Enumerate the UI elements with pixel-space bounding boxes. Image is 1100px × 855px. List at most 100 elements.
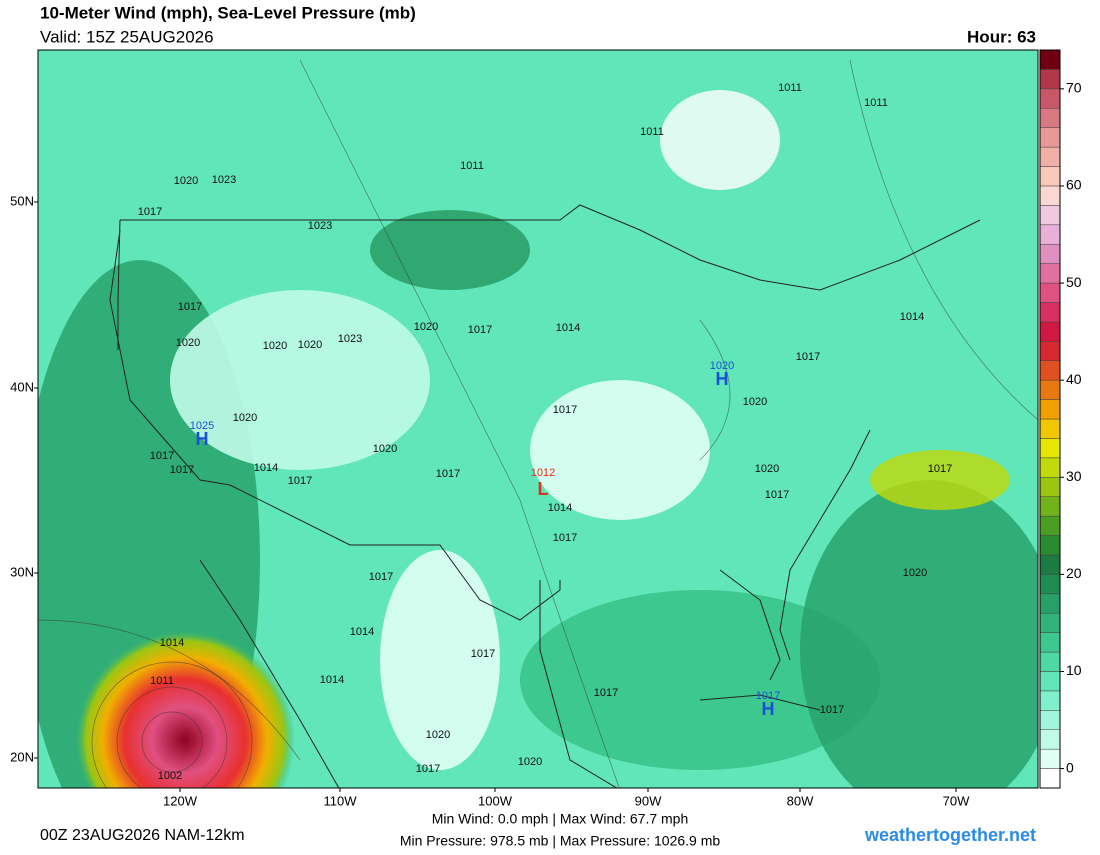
colorbar-segment bbox=[1039, 612, 1061, 633]
model-run: 00Z 23AUG2026 NAM-12km bbox=[40, 827, 245, 844]
colorbar-segment bbox=[1039, 224, 1061, 245]
isobar-label: 1017 bbox=[170, 464, 194, 476]
isobar-label: 1011 bbox=[778, 82, 802, 94]
colorbar-segment bbox=[1039, 166, 1061, 187]
colorbar-segment bbox=[1039, 457, 1061, 478]
lon-label: 90W bbox=[635, 793, 662, 808]
field-blob bbox=[370, 210, 530, 290]
borders bbox=[109, 204, 981, 788]
field-blob bbox=[870, 450, 1010, 510]
colorbar-segment bbox=[1039, 185, 1061, 206]
pressure-extremes: Min Pressure: 978.5 mb | Max Pressure: 1… bbox=[400, 833, 721, 849]
isobar-label: 1017 bbox=[436, 468, 460, 480]
lon-label: 100W bbox=[478, 793, 513, 808]
wind-extremes: Min Wind: 0.0 mph | Max Wind: 67.7 mph bbox=[432, 811, 689, 827]
isobar-label: 1017 bbox=[796, 351, 820, 363]
low-pressure-value: 1012 bbox=[531, 467, 555, 479]
isobar-label: 1011 bbox=[150, 675, 174, 687]
field-blob bbox=[170, 290, 430, 470]
colorbar-tick-label: 10 bbox=[1066, 662, 1082, 678]
colorbar-segment bbox=[1039, 710, 1061, 730]
colorbar-segment bbox=[1039, 243, 1061, 264]
isobar-label: 1014 bbox=[254, 462, 278, 474]
isobar-label: 1020 bbox=[518, 756, 542, 768]
high-pressure-value: 1025 bbox=[190, 420, 214, 432]
isobar-label: 1011 bbox=[460, 160, 484, 172]
isobar-label: 1017 bbox=[369, 571, 393, 583]
high-pressure-value: 1017 bbox=[756, 690, 780, 702]
isobar-label: 1020 bbox=[263, 340, 287, 352]
colorbar-segment bbox=[1039, 146, 1061, 167]
colorbar-segment bbox=[1039, 768, 1061, 789]
isobar-label: 1020 bbox=[174, 175, 198, 187]
colorbar-segment bbox=[1039, 321, 1061, 342]
colorbar-segment bbox=[1039, 671, 1061, 692]
lon-label: 120W bbox=[163, 793, 198, 808]
colorbar-tick-label: 70 bbox=[1066, 80, 1082, 96]
forecast-hour: Hour: 63 bbox=[967, 27, 1036, 46]
isobar-label: 1020 bbox=[176, 337, 200, 349]
isobar-label: 1017 bbox=[928, 463, 952, 475]
colorbar-segment bbox=[1039, 69, 1061, 90]
field-blob bbox=[520, 590, 880, 770]
high-pressure-value: 1020 bbox=[710, 360, 734, 372]
high-symbol: H bbox=[716, 369, 729, 389]
isobar-label: 1020 bbox=[743, 396, 767, 408]
colorbar-segment bbox=[1039, 49, 1061, 70]
colorbar-frame bbox=[1039, 49, 1061, 789]
isobar-label: 1017 bbox=[288, 475, 312, 487]
colorbar-segment bbox=[1039, 496, 1061, 517]
lon-label: 70W bbox=[943, 793, 970, 808]
colorbar-tick-label: 20 bbox=[1066, 565, 1082, 581]
isobar-label: 1020 bbox=[373, 443, 397, 455]
field-blob bbox=[530, 380, 710, 520]
colorbar-segment bbox=[1039, 127, 1061, 148]
colorbar-segment bbox=[1039, 729, 1061, 750]
isobar-label: 1023 bbox=[338, 333, 362, 345]
isobar-label: 1023 bbox=[308, 220, 332, 232]
isobar-label: 1011 bbox=[864, 97, 888, 109]
lat-label: 50N bbox=[10, 193, 34, 208]
lon-label: 80W bbox=[787, 793, 814, 808]
isobar-label: 1020 bbox=[298, 339, 322, 351]
colorbar-segment bbox=[1039, 593, 1061, 614]
colorbar-tick-label: 60 bbox=[1066, 177, 1082, 193]
title: 10-Meter Wind (mph), Sea-Level Pressure … bbox=[40, 3, 416, 22]
isobar-label: 1017 bbox=[138, 206, 162, 218]
isobar-label: 1017 bbox=[765, 489, 789, 501]
low-symbol: L bbox=[538, 479, 549, 499]
isobar-label: 1002 bbox=[158, 770, 182, 782]
colorbar-segment bbox=[1039, 748, 1061, 769]
colorbar-tick-label: 40 bbox=[1066, 371, 1082, 387]
field-blob bbox=[660, 90, 780, 190]
colorbar-segment bbox=[1039, 418, 1061, 439]
map-frame bbox=[37, 49, 1039, 789]
isobar-label: 1020 bbox=[903, 567, 927, 579]
lat-label: 30N bbox=[10, 564, 34, 579]
colorbar-segment bbox=[1039, 515, 1061, 536]
isobar-label: 1020 bbox=[426, 729, 450, 741]
colorbar-tick-label: 50 bbox=[1066, 274, 1082, 290]
colorbar-segment bbox=[1039, 690, 1061, 711]
colorbar-segment bbox=[1039, 379, 1061, 400]
colorbar-segment bbox=[1039, 574, 1061, 595]
isobar-label: 1017 bbox=[553, 404, 577, 416]
colorbar-segment bbox=[1039, 263, 1061, 284]
isobar-label: 1017 bbox=[468, 324, 492, 336]
isobar-label: 1014 bbox=[160, 637, 184, 649]
colorbar-segment bbox=[1039, 477, 1061, 497]
colorbar-segment bbox=[1039, 554, 1061, 575]
map-field bbox=[38, 50, 1038, 788]
colorbar-tick-label: 30 bbox=[1066, 468, 1082, 484]
isobar-label: 1017 bbox=[820, 704, 844, 716]
isobar-label: 1014 bbox=[548, 502, 572, 514]
high-symbol: H bbox=[762, 699, 775, 719]
hurricane-field bbox=[75, 630, 295, 788]
isobar-label: 1017 bbox=[416, 763, 440, 775]
isobars bbox=[38, 59, 1038, 788]
isobar-label: 1014 bbox=[900, 311, 924, 323]
high-symbol: H bbox=[196, 429, 209, 449]
colorbar-segment bbox=[1039, 205, 1061, 226]
